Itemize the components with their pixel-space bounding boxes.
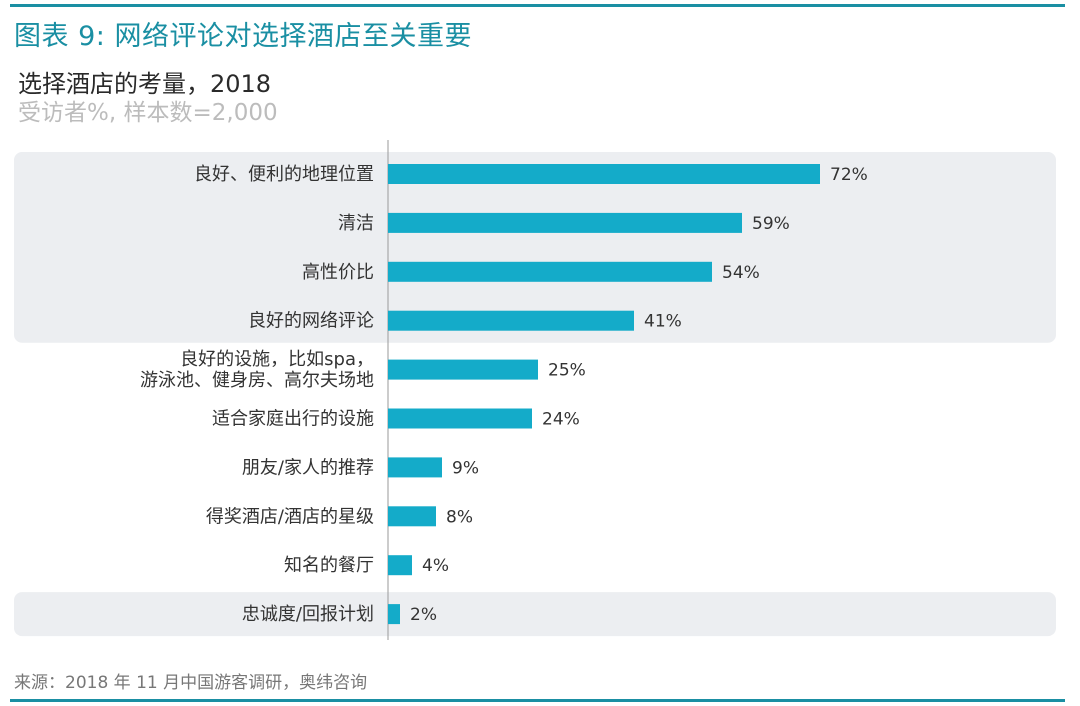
top-rule: [10, 4, 1065, 7]
category-label-6: 朋友/家人的推荐: [242, 457, 374, 478]
bar-4: [388, 359, 538, 380]
category-label-9: 忠诚度/回报计划: [242, 604, 374, 625]
data-label-8: 4%: [422, 556, 449, 576]
bar-2: [388, 261, 712, 282]
data-label-2: 54%: [722, 263, 760, 283]
bar-9: [388, 604, 400, 625]
data-label-6: 9%: [452, 458, 479, 478]
category-label-4-1: 游泳池、健身房、高尔夫场地: [140, 370, 374, 391]
data-label-0: 72%: [830, 165, 868, 185]
bar-5: [388, 408, 532, 429]
category-label-3: 良好的网络评论: [248, 311, 374, 332]
category-label-0: 良好、便利的地理位置: [194, 164, 374, 185]
data-label-4: 25%: [548, 361, 586, 381]
data-label-3: 41%: [644, 312, 682, 332]
data-label-9: 2%: [410, 605, 437, 625]
highlight-band-0: [14, 152, 1056, 343]
bar-7: [388, 506, 436, 527]
category-label-1: 清洁: [338, 213, 374, 234]
bar-3: [388, 310, 634, 331]
category-label-7: 得奖酒店/酒店的星级: [206, 506, 374, 527]
figure-title: 图表 9: 网络评论对选择酒店至关重要: [14, 21, 472, 52]
bar-8: [388, 555, 412, 576]
bar-0: [388, 164, 820, 184]
source-note: 来源：2018 年 11 月中国游客调研，奥纬咨询: [14, 673, 368, 693]
category-label-8: 知名的餐厅: [284, 555, 374, 576]
chart-note: 受访者%, 样本数=2,000: [18, 100, 278, 126]
highlight-band-1: [14, 592, 1056, 637]
bar-6: [388, 457, 442, 478]
category-label-5: 适合家庭出行的设施: [212, 409, 374, 430]
data-label-5: 24%: [542, 410, 580, 430]
chart-title: 选择酒店的考量，2018: [18, 70, 272, 98]
bar-1: [388, 212, 742, 233]
category-label-4-0: 良好的设施，比如spa，: [180, 349, 374, 370]
data-label-1: 59%: [752, 214, 790, 234]
bottom-rule: [10, 699, 1065, 702]
data-label-7: 8%: [446, 507, 473, 527]
bar-chart: 72% 良好、便利的地理位置 59% 清洁 54% 高性价比 41% 良好的网络评论 25% 良好…: [14, 140, 1056, 640]
category-label-2: 高性价比: [302, 262, 374, 283]
